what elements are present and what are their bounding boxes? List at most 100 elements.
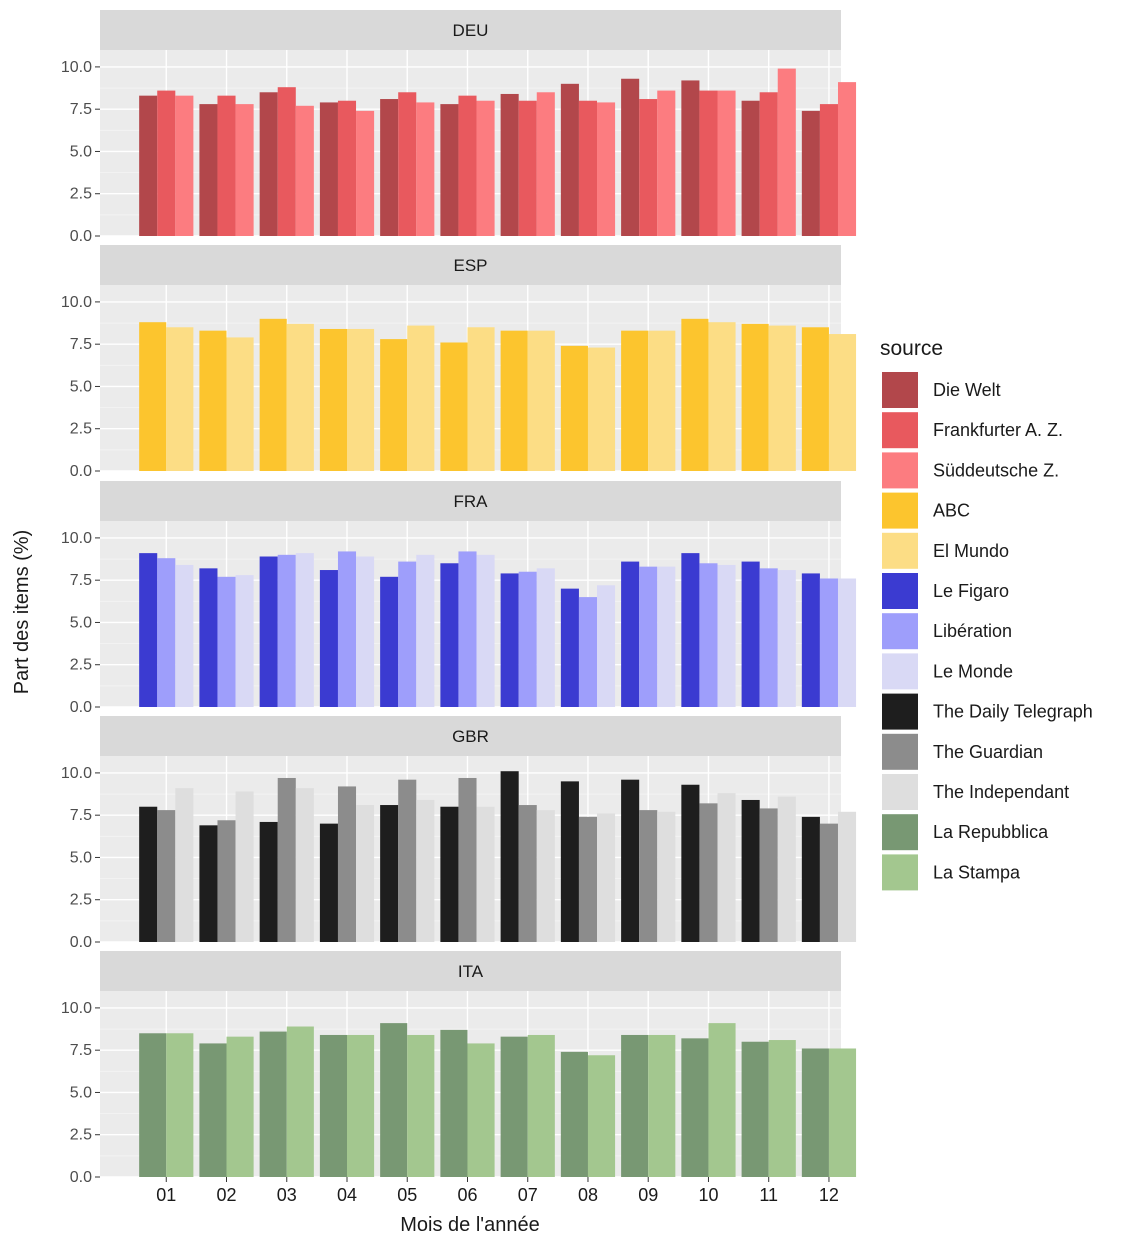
legend-item: Süddeutsche Z.: [882, 452, 1059, 489]
y-tick-label: 7.5: [70, 1042, 92, 1059]
bar-fra-06-0: [440, 563, 459, 707]
bar-deu-11-0: [741, 100, 760, 237]
legend-label: La Repubblica: [933, 822, 1049, 842]
bar-fra-01-0: [139, 553, 158, 707]
bar-fra-11-2: [777, 570, 796, 707]
y-tick-label: 5.0: [70, 614, 92, 631]
panel-strip: [100, 481, 841, 521]
bar-fra-07-2: [536, 568, 555, 707]
y-tick-label: 0.0: [70, 699, 92, 716]
x-tick-label: 09: [638, 1185, 658, 1205]
bar-ita-09-0: [621, 1034, 649, 1177]
legend-item: The Guardian: [882, 733, 1043, 770]
y-tick-label: 2.5: [70, 1127, 92, 1144]
legend-label: Le Figaro: [933, 581, 1009, 601]
y-tick-label: 2.5: [70, 892, 92, 909]
bar-deu-12-2: [837, 82, 857, 236]
bar-deu-07-0: [500, 93, 519, 236]
bar-esp-04-1: [347, 328, 375, 471]
bar-ita-12-0: [801, 1048, 829, 1177]
bar-fra-03-0: [259, 556, 278, 707]
y-tick-label: 5.0: [70, 849, 92, 866]
bar-fra-10-2: [717, 564, 736, 707]
bar-fra-08-2: [597, 585, 616, 707]
bar-esp-05-1: [407, 325, 435, 471]
y-tick-label: 10.0: [61, 530, 92, 547]
legend: source Die Welt Frankfurter A. Z. Süddeuts…: [880, 337, 1093, 891]
bar-deu-08-2: [597, 102, 616, 236]
bar-gbr-12-1: [819, 823, 838, 942]
bar-ita-02-1: [226, 1036, 254, 1177]
panel-gbr: GBR 0.0 2.5 5.0 7.5 10.0: [61, 716, 857, 951]
bar-deu-05-1: [398, 92, 417, 236]
bar-esp-11-0: [741, 323, 769, 471]
panel-deu: DEU 0.0 2.5 5.0 7.5 10.0: [61, 10, 857, 245]
bar-deu-05-2: [416, 102, 435, 236]
bar-deu-03-1: [277, 87, 296, 236]
bar-esp-06-1: [467, 327, 495, 471]
x-tick-label: 04: [337, 1185, 357, 1205]
bar-fra-03-2: [295, 553, 314, 707]
bar-ita-05-1: [407, 1034, 435, 1177]
panel-strip: [100, 716, 841, 756]
y-tick-label: 5.0: [70, 1084, 92, 1101]
legend-item: Le Monde: [882, 653, 1013, 690]
bar-gbr-06-2: [476, 806, 495, 942]
bar-fra-05-2: [416, 554, 435, 707]
y-tick-label: 0.0: [70, 228, 92, 245]
y-tick-label: 10.0: [61, 1000, 92, 1017]
bar-deu-02-0: [199, 104, 218, 236]
bar-fra-07-0: [500, 573, 519, 707]
bar-ita-03-0: [259, 1031, 287, 1177]
legend-key: [882, 492, 918, 529]
legend-key: [882, 733, 918, 770]
legend-item: La Stampa: [882, 854, 1021, 891]
bar-gbr-02-2: [235, 791, 254, 942]
bar-deu-10-1: [699, 90, 718, 236]
legend-key: [882, 693, 918, 730]
bar-esp-02-1: [226, 337, 254, 471]
bar-deu-09-1: [639, 99, 658, 236]
bar-gbr-04-0: [319, 823, 338, 942]
bar-esp-02-0: [199, 330, 227, 471]
bar-gbr-08-0: [560, 781, 579, 942]
x-tick-label: 02: [216, 1185, 236, 1205]
panel-esp: ESP 0.0 2.5 5.0 7.5 10.0: [61, 245, 857, 480]
panel-strip: [100, 10, 841, 50]
bar-esp-03-0: [259, 318, 287, 471]
y-tick-label: 10.0: [61, 294, 92, 311]
bar-esp-12-0: [801, 327, 829, 471]
bar-ita-04-0: [319, 1034, 347, 1177]
bar-deu-03-0: [259, 92, 278, 236]
bar-gbr-11-2: [777, 796, 796, 942]
legend-key: [882, 814, 918, 851]
bar-fra-04-2: [356, 556, 375, 707]
legend-label: The Guardian: [933, 742, 1043, 762]
bar-gbr-11-1: [759, 808, 778, 942]
x-tick-label: 10: [698, 1185, 718, 1205]
bar-deu-02-2: [235, 104, 254, 236]
bar-gbr-09-2: [657, 811, 676, 942]
legend-label: Frankfurter A. Z.: [933, 420, 1063, 440]
y-tick-label: 5.0: [70, 143, 92, 160]
bar-deu-12-1: [819, 104, 838, 236]
bar-esp-07-1: [527, 330, 555, 471]
bar-fra-09-2: [657, 566, 676, 707]
y-tick-label: 2.5: [70, 186, 92, 203]
bar-gbr-07-1: [518, 805, 537, 942]
bar-gbr-04-2: [356, 805, 375, 942]
bar-ita-09-1: [648, 1034, 676, 1177]
bar-gbr-02-1: [217, 820, 236, 942]
bar-gbr-04-1: [337, 786, 357, 942]
bar-deu-02-1: [217, 95, 236, 237]
x-tick-label: 03: [277, 1185, 297, 1205]
panel-strip-label: DEU: [453, 21, 489, 40]
bar-deu-06-2: [476, 100, 495, 237]
legend-label: The Daily Telegraph: [933, 702, 1093, 722]
bar-gbr-02-0: [199, 825, 218, 942]
bar-esp-03-1: [286, 323, 314, 471]
bar-esp-05-0: [380, 339, 408, 471]
x-tick-label: 08: [578, 1185, 598, 1205]
bar-deu-08-0: [560, 83, 579, 237]
bar-fra-02-2: [235, 575, 254, 707]
